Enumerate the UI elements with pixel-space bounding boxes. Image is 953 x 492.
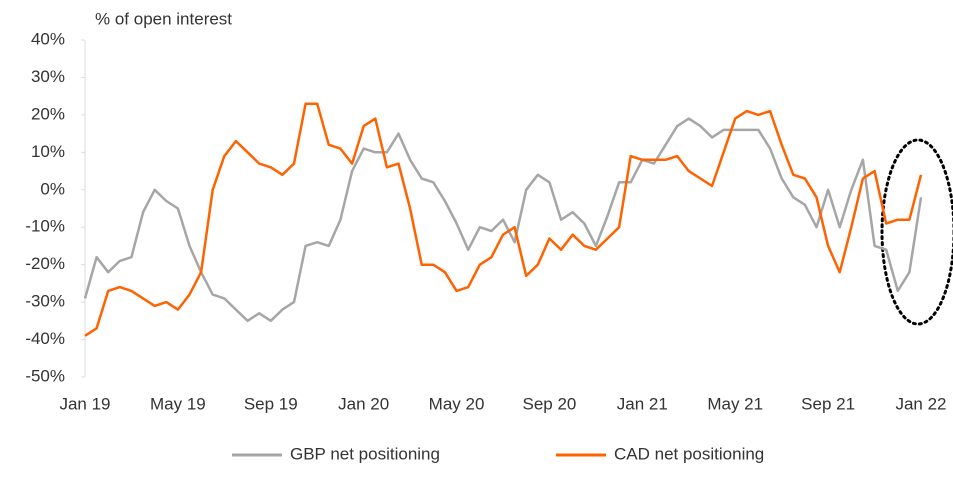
x-tick-label: Jan 21 — [617, 394, 668, 413]
x-tick-label: Jan 22 — [895, 394, 946, 413]
x-tick-label: Jan 20 — [338, 394, 389, 413]
y-tick-label: -10% — [25, 217, 65, 236]
x-tick-label: Sep 21 — [801, 394, 855, 413]
y-tick-label: 20% — [31, 104, 65, 123]
y-axis-label: % of open interest — [95, 9, 232, 28]
y-tick-label: 30% — [31, 67, 65, 86]
y-tick-label: -50% — [25, 366, 65, 385]
legend-label: CAD net positioning — [614, 444, 764, 463]
y-tick-label: 0% — [40, 179, 65, 198]
y-tick-label: -30% — [25, 292, 65, 311]
series-line — [84, 102, 923, 337]
x-tick-label: Jan 19 — [59, 394, 110, 413]
x-tick-label: Sep 19 — [244, 394, 298, 413]
x-tick-label: Sep 20 — [522, 394, 576, 413]
series-line — [83, 117, 923, 323]
x-tick-label: May 20 — [429, 394, 485, 413]
y-tick-label: 10% — [31, 142, 65, 161]
legend-label: GBP net positioning — [290, 444, 440, 463]
y-tick-label: 40% — [31, 29, 65, 48]
y-tick-label: -20% — [25, 254, 65, 273]
y-tick-label: -40% — [25, 329, 65, 348]
x-tick-label: May 19 — [150, 394, 206, 413]
x-tick-label: May 21 — [707, 394, 763, 413]
annotation-ellipse — [880, 138, 953, 326]
